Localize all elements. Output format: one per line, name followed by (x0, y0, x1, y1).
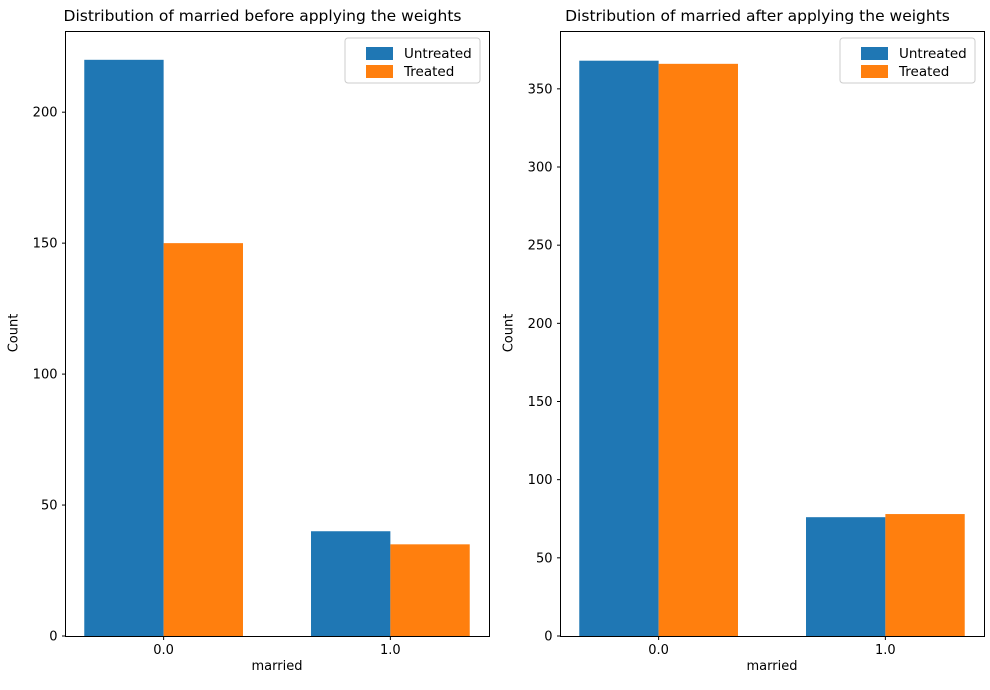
y-tick-label: 100 (528, 473, 553, 488)
y-tick-label: 150 (528, 395, 553, 410)
x-axis-label: married (251, 659, 303, 674)
y-tick-label: 350 (528, 82, 553, 97)
y-tick-label: 0 (544, 630, 552, 645)
bar-treated-1.0 (885, 514, 965, 636)
x-tick-label: 0.0 (153, 643, 174, 658)
y-tick-label: 50 (41, 499, 58, 514)
plot-area: 0 50 100 150 200 250 300 350 0.0 1.0 Untreated Trea… (528, 31, 985, 658)
y-tick-label: 300 (528, 161, 553, 176)
legend-swatch-treated (366, 65, 393, 78)
x-tick-label: 0.0 (648, 643, 669, 658)
axes-frame (560, 31, 985, 637)
bar-untreated-0.0 (84, 59, 164, 637)
legend-swatch-untreated (861, 47, 888, 60)
y-tick-label: 200 (528, 317, 553, 332)
bar-untreated-1.0 (806, 517, 886, 636)
bar-treated-1.0 (390, 544, 470, 636)
x-axis-label: married (746, 659, 798, 674)
legend-swatch-treated (861, 65, 888, 78)
legend-swatch-untreated (366, 47, 393, 60)
bar-untreated-1.0 (311, 531, 391, 636)
subplot-before-weights: Distribution of married before applying … (7, 7, 490, 674)
y-tick-label: 150 (33, 237, 58, 252)
bar-untreated-0.0 (579, 60, 659, 636)
x-tick-label: 1.0 (875, 643, 896, 658)
y-tick-label: 200 (33, 106, 58, 121)
legend-label-treated: Treated (403, 64, 454, 80)
y-tick-label: 250 (528, 239, 553, 254)
chart-title: Distribution of married before applying … (63, 7, 462, 25)
bar-treated-0.0 (658, 63, 738, 636)
x-tick-label: 1.0 (380, 643, 401, 658)
bar-treated-0.0 (163, 243, 243, 636)
legend-label-untreated: Untreated (899, 46, 967, 62)
y-tick-label: 100 (33, 368, 58, 383)
y-tick-label: 50 (536, 551, 553, 566)
subplot-after-weights: Distribution of married after applying t… (495, 0, 990, 690)
y-tick-label: 0 (49, 630, 57, 645)
legend-label-untreated: Untreated (404, 46, 472, 62)
chart-title: Distribution of married after applying t… (565, 7, 950, 25)
axes-frame (65, 31, 490, 637)
plot-area: 0 50 100 150 200 0.0 1.0 Untreated Treated (33, 31, 490, 658)
legend-label-treated: Treated (898, 64, 949, 80)
